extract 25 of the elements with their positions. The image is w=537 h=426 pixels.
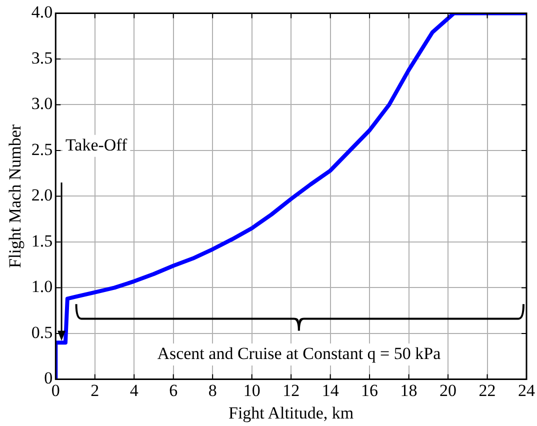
x-tick-label: 12	[282, 380, 300, 400]
y-tick-label: 0.5	[31, 322, 53, 342]
x-tick-label: 22	[478, 380, 496, 400]
annotation: Ascent and Cruise at Constant q = 50 kPa	[157, 344, 442, 363]
y-tick-label: 0	[44, 368, 53, 388]
y-axis-title: Flight Mach Number	[6, 124, 25, 268]
y-tick-label: 2.5	[31, 140, 53, 159]
x-tick-label: 14	[322, 380, 340, 400]
x-tick-label: 4	[130, 380, 139, 400]
x-tick-label: 18	[400, 380, 418, 400]
y-tick-label: 4.0	[31, 2, 53, 22]
x-tick-label: 8	[208, 380, 217, 400]
x-tick-label: 16	[361, 380, 378, 400]
x-tick-label: 6	[169, 380, 178, 400]
x-tick-label: 24	[518, 380, 536, 400]
x-tick-label: 10	[243, 380, 260, 400]
y-tick-label: 1.0	[31, 277, 53, 296]
y-tick-label: 2.0	[31, 186, 53, 205]
x-axis-title: Fight Altitude, km	[228, 403, 354, 422]
annotation: Take-Off	[65, 135, 128, 154]
y-tick-label: 3.0	[31, 94, 53, 114]
y-tick-label: 1.5	[31, 231, 53, 250]
x-tick-label: 2	[90, 380, 100, 400]
y-tick-label: 3.5	[31, 48, 53, 68]
x-tick-label: 20	[440, 380, 457, 400]
